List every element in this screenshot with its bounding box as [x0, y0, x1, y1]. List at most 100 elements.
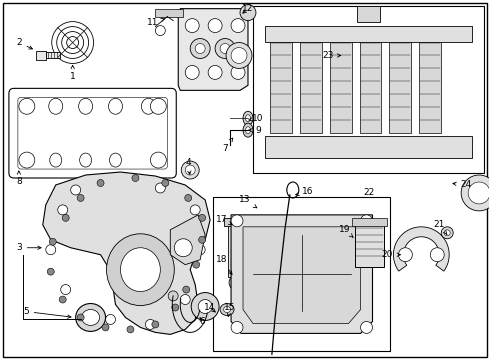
Circle shape [361, 321, 372, 333]
Circle shape [198, 236, 206, 243]
Circle shape [190, 39, 210, 58]
Circle shape [220, 44, 230, 54]
Ellipse shape [245, 115, 250, 122]
Circle shape [59, 296, 66, 303]
Circle shape [152, 321, 159, 328]
Ellipse shape [108, 98, 122, 114]
Text: 1: 1 [70, 66, 75, 81]
Bar [265, 136, 472, 158]
Circle shape [105, 315, 116, 324]
Circle shape [240, 5, 256, 21]
Polygon shape [393, 227, 449, 271]
Circle shape [102, 324, 109, 331]
Ellipse shape [106, 234, 174, 306]
Circle shape [461, 175, 490, 211]
Circle shape [190, 205, 200, 215]
Circle shape [444, 230, 450, 236]
Circle shape [398, 248, 413, 262]
Circle shape [185, 66, 199, 80]
Circle shape [71, 185, 81, 195]
Bar [253, 6, 484, 173]
Circle shape [198, 214, 206, 221]
Polygon shape [419, 37, 441, 133]
Circle shape [185, 165, 195, 175]
Text: 21: 21 [434, 220, 447, 234]
Polygon shape [243, 227, 361, 323]
Circle shape [185, 19, 199, 32]
Polygon shape [390, 37, 412, 133]
Polygon shape [171, 215, 205, 265]
Circle shape [183, 286, 190, 293]
Text: 9: 9 [249, 126, 261, 135]
Circle shape [49, 238, 56, 245]
Circle shape [361, 215, 372, 227]
Polygon shape [300, 37, 322, 133]
Circle shape [47, 268, 54, 275]
Ellipse shape [220, 303, 234, 315]
Circle shape [229, 275, 245, 291]
Ellipse shape [245, 127, 250, 134]
Circle shape [195, 245, 205, 255]
Circle shape [208, 19, 222, 32]
Circle shape [19, 152, 35, 168]
Polygon shape [330, 37, 352, 133]
Circle shape [191, 293, 219, 320]
Circle shape [231, 215, 243, 227]
Polygon shape [360, 37, 382, 133]
Circle shape [127, 326, 134, 333]
Text: 5: 5 [23, 307, 71, 318]
Bar [213, 197, 391, 351]
Circle shape [185, 194, 192, 201]
Circle shape [62, 214, 69, 221]
Bar [224, 218, 250, 226]
Ellipse shape [142, 98, 155, 114]
Text: 11: 11 [147, 18, 165, 27]
Circle shape [226, 42, 252, 68]
Polygon shape [231, 215, 372, 333]
Circle shape [146, 319, 155, 329]
Circle shape [180, 294, 190, 305]
Text: 15: 15 [224, 303, 236, 316]
Circle shape [174, 239, 192, 257]
Circle shape [195, 44, 205, 54]
Circle shape [172, 304, 179, 311]
Circle shape [231, 19, 245, 32]
Circle shape [46, 245, 56, 255]
Bar [228, 222, 246, 276]
Ellipse shape [243, 123, 253, 137]
Circle shape [150, 152, 166, 168]
Ellipse shape [223, 306, 231, 312]
Polygon shape [178, 9, 248, 90]
Circle shape [441, 227, 453, 239]
Polygon shape [265, 26, 472, 41]
Circle shape [77, 314, 84, 321]
Text: 16: 16 [295, 188, 314, 197]
Ellipse shape [110, 153, 122, 167]
Bar [36, 50, 46, 60]
Circle shape [468, 182, 490, 204]
Circle shape [202, 308, 212, 318]
Polygon shape [270, 37, 292, 133]
Circle shape [215, 39, 235, 58]
Bar [155, 9, 183, 17]
Bar [355, 222, 385, 267]
Ellipse shape [50, 153, 62, 167]
Circle shape [162, 180, 169, 186]
Circle shape [231, 66, 245, 80]
Circle shape [19, 98, 35, 114]
Circle shape [150, 98, 166, 114]
Circle shape [193, 261, 200, 268]
Circle shape [198, 300, 212, 314]
Circle shape [430, 248, 444, 262]
Ellipse shape [243, 111, 253, 125]
Text: 2: 2 [16, 38, 32, 49]
Ellipse shape [75, 303, 105, 332]
Text: 13: 13 [239, 195, 257, 208]
Ellipse shape [49, 98, 63, 114]
Text: 23: 23 [322, 51, 341, 60]
Ellipse shape [82, 310, 99, 325]
Circle shape [58, 205, 68, 215]
Text: 20: 20 [382, 250, 400, 259]
Polygon shape [43, 172, 210, 334]
Text: 7: 7 [222, 138, 233, 153]
